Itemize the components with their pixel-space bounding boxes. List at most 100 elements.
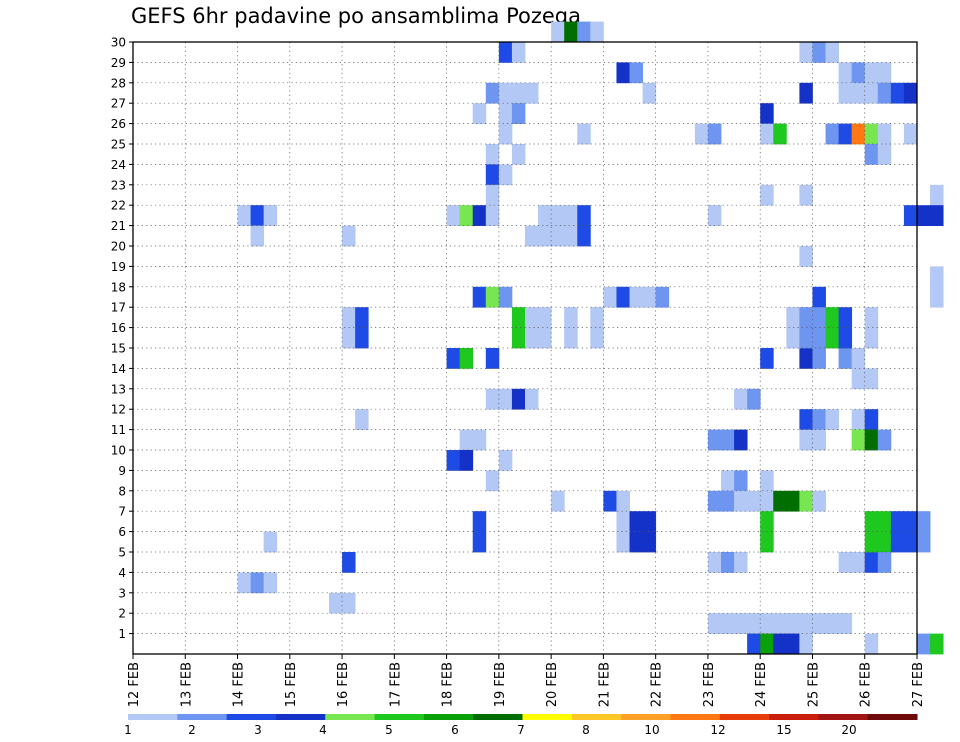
heatmap-cell [760,511,774,532]
heatmap-cell [263,205,278,226]
y-tick-label: 3 [118,586,126,600]
heatmap-cell [342,552,356,573]
legend-swatch [128,714,178,720]
heatmap-cell [747,633,761,655]
heatmap-cell [498,123,513,145]
y-tick-label: 28 [111,76,126,90]
x-axis: 12 FEB 13 FEB 14 FEB 15 FEB 16 FEB 17 FEB 18 F… [127,654,926,707]
heatmap-cell [773,633,787,655]
y-tick-label: 14 [111,362,126,376]
legend-swatch [177,714,228,720]
heatmap-cell [760,103,774,124]
x-tick-label: 23 FEB [702,662,717,707]
heatmap-cell [786,613,800,634]
y-tick-label: 25 [111,138,126,152]
heatmap-cell [237,572,251,594]
heatmap-cell [851,429,866,451]
heatmap-cell [707,613,722,634]
heatmap-cell [851,409,866,430]
heatmap-cell [799,613,813,634]
heatmap-cell [734,613,748,634]
heatmap-cell [930,266,944,288]
heatmap-cell [917,205,931,226]
heatmap-cell [642,531,657,553]
heatmap-cell [525,225,539,247]
legend-swatch [571,714,622,720]
heatmap-cell [864,62,879,84]
y-tick-label: 2 [118,607,126,621]
heatmap-cell [903,511,918,532]
y-tick-label: 21 [111,219,126,233]
heatmap-cell [616,286,630,308]
heatmap-cell [773,490,787,512]
heatmap-cell [551,490,565,512]
heatmap-cell [525,388,539,410]
heatmap-cell [734,470,748,492]
heatmap-cell [485,184,500,206]
heatmap-cell [799,82,813,104]
y-tick-label: 16 [111,321,126,335]
heatmap-cell [250,572,265,594]
heatmap-cell [655,286,670,308]
heatmap-cell [838,552,853,573]
heatmap-cell [864,531,879,553]
y-axis: 1234567891011121314151617181920212223242… [111,36,133,641]
heatmap-cell [485,164,500,186]
heatmap-cell [511,327,526,349]
heatmap-cell [498,286,513,308]
x-tick-label: 14 FEB [232,662,247,707]
heatmap-cell [877,429,892,451]
heatmap-cell [864,82,879,104]
heatmap-cell [525,327,539,349]
heatmap-cell [538,307,552,328]
heatmap-cell [930,286,944,308]
y-tick-label: 9 [118,464,126,478]
heatmap-cell [707,123,722,145]
heatmap-cell [721,429,735,451]
heatmap-cell [799,327,813,349]
y-tick-label: 23 [111,178,126,192]
y-tick-label: 7 [118,505,126,519]
heatmap-cell [812,409,826,430]
legend-swatch [325,714,376,720]
heatmap-cell [864,552,879,573]
heatmap-cell [459,205,474,226]
heatmap-cell [786,490,800,512]
x-tick-label: 25 FEB [806,662,821,707]
legend-label: 2 [188,723,196,737]
heatmap-cell [472,205,487,226]
heatmap-cell [721,470,735,492]
x-tick-label: 13 FEB [179,662,194,707]
chart-title: GEFS 6hr padavine po ansamblima Pozega [131,4,582,28]
heatmap-cell [577,21,591,43]
heatmap-cell [577,225,591,247]
heatmap-cell [903,123,918,145]
heatmap-cell [864,327,879,349]
heatmap-cell [485,388,500,410]
legend-label: 7 [517,723,525,737]
legend-label: 3 [254,723,262,737]
heatmap-cell [590,327,604,349]
heatmap-cell [851,123,866,145]
heatmap-cell [930,633,944,655]
heatmap-cell [485,286,500,308]
heatmap-cell [786,633,800,655]
heatmap-cell [250,205,265,226]
heatmap-cell [551,205,565,226]
heatmap-cell [825,123,839,145]
heatmap-cell [459,450,474,471]
legend-swatch [670,714,721,720]
heatmap-cell [564,21,578,43]
heatmap-cell [329,592,343,614]
heatmap-cell [603,286,617,308]
y-tick-label: 13 [111,382,126,396]
heatmap-cell [799,42,813,63]
y-tick-label: 12 [111,403,126,417]
x-tick-label: 18 FEB [441,662,456,707]
heatmap-cell [721,490,735,512]
y-tick-label: 5 [118,546,126,560]
heatmap-cell [760,633,774,655]
heatmap-cell [355,327,369,349]
x-tick-label: 22 FEB [650,662,665,707]
